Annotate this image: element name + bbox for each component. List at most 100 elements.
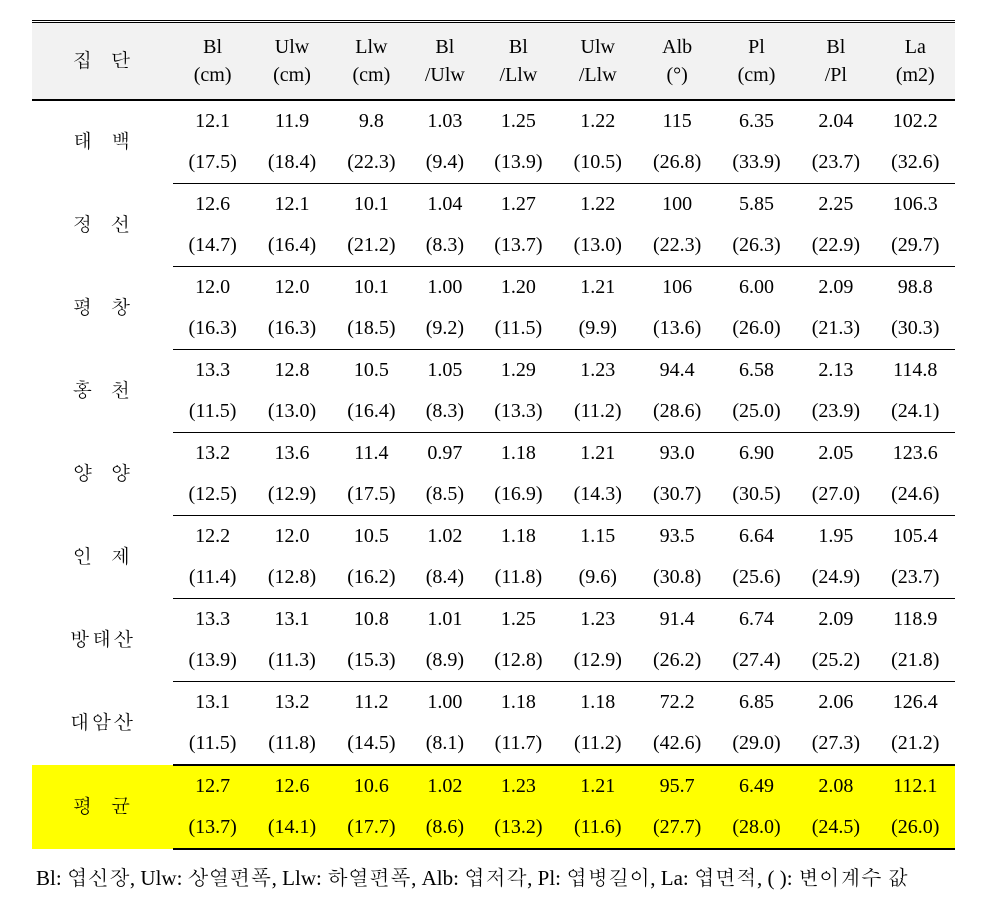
cv-cell: (25.2): [796, 640, 875, 682]
cv-cell: (13.7): [479, 225, 558, 267]
cv-cell: (27.3): [796, 723, 875, 765]
table-row: 양양13.213.611.40.971.181.2193.06.902.0512…: [32, 433, 955, 475]
value-cell: 6.74: [717, 599, 796, 641]
value-cell: 12.0: [252, 516, 331, 558]
cv-cell: (8.9): [411, 640, 479, 682]
value-cell: 93.0: [637, 433, 716, 475]
value-cell: 11.4: [332, 433, 411, 475]
cv-cell: (22.9): [796, 225, 875, 267]
value-cell: 1.22: [558, 184, 637, 226]
cv-cell: (12.8): [252, 557, 331, 599]
row-name: 정선: [32, 184, 173, 267]
cv-cell: (11.4): [173, 557, 252, 599]
header-col-1: Ulw(cm): [252, 22, 331, 101]
value-cell: 13.6: [252, 433, 331, 475]
value-cell: 118.9: [876, 599, 955, 641]
row-name: 평균: [32, 765, 173, 849]
value-cell: 1.00: [411, 267, 479, 309]
cv-cell: (11.2): [558, 723, 637, 765]
cv-cell: (11.3): [252, 640, 331, 682]
value-cell: 91.4: [637, 599, 716, 641]
cv-cell: (12.5): [173, 474, 252, 516]
value-cell: 112.1: [876, 765, 955, 807]
value-cell: 10.8: [332, 599, 411, 641]
cv-cell: (11.8): [479, 557, 558, 599]
value-cell: 6.00: [717, 267, 796, 309]
value-cell: 2.25: [796, 184, 875, 226]
value-cell: 1.22: [558, 100, 637, 142]
row-name: 태백: [32, 100, 173, 184]
value-cell: 10.1: [332, 267, 411, 309]
value-cell: 98.8: [876, 267, 955, 309]
cv-cell: (30.5): [717, 474, 796, 516]
cv-cell: (9.6): [558, 557, 637, 599]
cv-cell: (9.4): [411, 142, 479, 184]
value-cell: 12.0: [252, 267, 331, 309]
cv-cell: (8.5): [411, 474, 479, 516]
cv-cell: (24.1): [876, 391, 955, 433]
cv-cell: (25.6): [717, 557, 796, 599]
value-cell: 2.13: [796, 350, 875, 392]
cv-cell: (11.8): [252, 723, 331, 765]
cv-cell: (29.0): [717, 723, 796, 765]
cv-cell: (11.7): [479, 723, 558, 765]
value-cell: 10.6: [332, 765, 411, 807]
cv-cell: (26.2): [637, 640, 716, 682]
cv-cell: (22.3): [332, 142, 411, 184]
cv-cell: (13.9): [479, 142, 558, 184]
table-row: 방태산13.313.110.81.011.251.2391.46.742.091…: [32, 599, 955, 641]
value-cell: 1.20: [479, 267, 558, 309]
value-cell: 12.7: [173, 765, 252, 807]
header-col-7: Pl(cm): [717, 22, 796, 101]
cv-cell: (13.3): [479, 391, 558, 433]
cv-cell: (16.4): [332, 391, 411, 433]
value-cell: 106: [637, 267, 716, 309]
value-cell: 2.04: [796, 100, 875, 142]
value-cell: 1.01: [411, 599, 479, 641]
value-cell: 6.85: [717, 682, 796, 724]
cv-cell: (11.2): [558, 391, 637, 433]
cv-cell: (11.5): [479, 308, 558, 350]
cv-cell: (17.5): [332, 474, 411, 516]
cv-cell: (17.5): [173, 142, 252, 184]
cv-cell: (21.3): [796, 308, 875, 350]
header-col-2: Llw(cm): [332, 22, 411, 101]
cv-cell: (8.6): [411, 807, 479, 849]
cv-cell: (27.4): [717, 640, 796, 682]
cv-cell: (12.8): [479, 640, 558, 682]
value-cell: 1.02: [411, 765, 479, 807]
cv-cell: (13.6): [637, 308, 716, 350]
row-name: 평창: [32, 267, 173, 350]
header-group: 집단: [32, 22, 173, 101]
table-row: 평창12.012.010.11.001.201.211066.002.0998.…: [32, 267, 955, 309]
cv-cell: (26.3): [717, 225, 796, 267]
cv-cell: (26.0): [876, 807, 955, 849]
value-cell: 95.7: [637, 765, 716, 807]
value-cell: 93.5: [637, 516, 716, 558]
cv-cell: (14.1): [252, 807, 331, 849]
cv-cell: (24.5): [796, 807, 875, 849]
value-cell: 1.05: [411, 350, 479, 392]
value-cell: 105.4: [876, 516, 955, 558]
cv-cell: (14.3): [558, 474, 637, 516]
cv-cell: (11.5): [173, 723, 252, 765]
cv-cell: (21.2): [332, 225, 411, 267]
cv-cell: (13.0): [252, 391, 331, 433]
value-cell: 1.00: [411, 682, 479, 724]
value-cell: 123.6: [876, 433, 955, 475]
cv-cell: (21.8): [876, 640, 955, 682]
row-name: 홍천: [32, 350, 173, 433]
table-row: 태백12.111.99.81.031.251.221156.352.04102.…: [32, 100, 955, 142]
value-cell: 1.95: [796, 516, 875, 558]
value-cell: 1.04: [411, 184, 479, 226]
value-cell: 9.8: [332, 100, 411, 142]
row-name: 인제: [32, 516, 173, 599]
header-col-0: Bl(cm): [173, 22, 252, 101]
value-cell: 0.97: [411, 433, 479, 475]
value-cell: 6.58: [717, 350, 796, 392]
value-cell: 126.4: [876, 682, 955, 724]
value-cell: 6.35: [717, 100, 796, 142]
cv-cell: (14.7): [173, 225, 252, 267]
value-cell: 1.15: [558, 516, 637, 558]
cv-cell: (23.7): [796, 142, 875, 184]
